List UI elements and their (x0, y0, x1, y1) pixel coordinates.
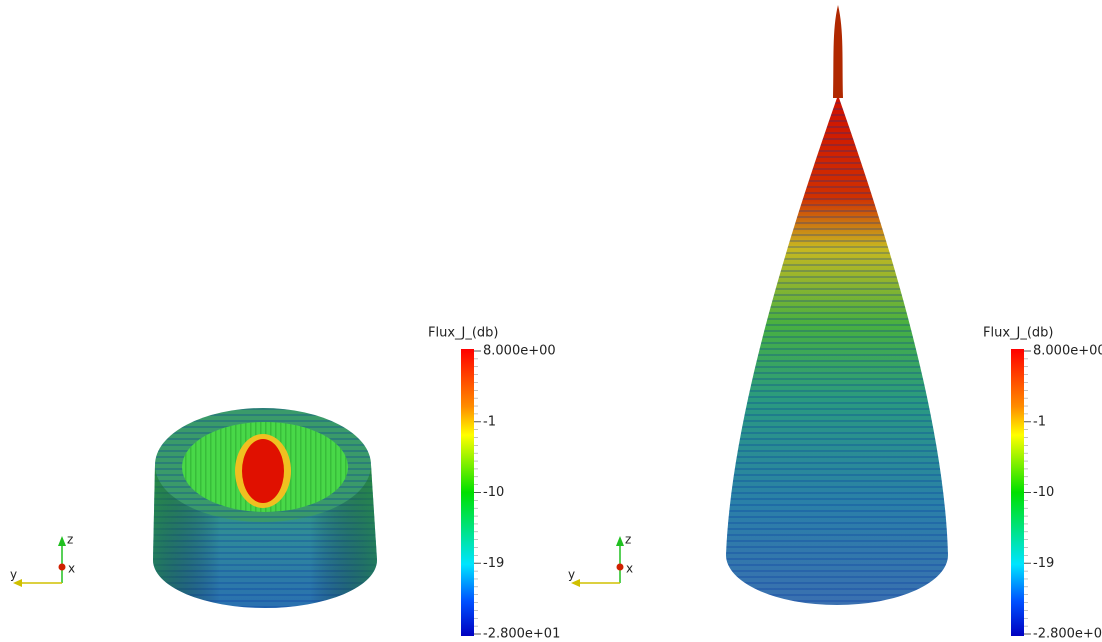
colorbar-tick-label: 8.000e+00 (1033, 344, 1102, 359)
axis-label: x (626, 562, 633, 576)
colorbar-tick-label: -10 (483, 485, 504, 500)
cone-model (726, 5, 948, 605)
colorbar-tick-label: -1 (483, 414, 496, 429)
colorbar-title: Flux_J_(db) (428, 326, 499, 341)
axis-label: y (10, 568, 17, 582)
colorbar-tick-label: -1 (1033, 414, 1046, 429)
axis-label: z (67, 533, 73, 547)
colorbar-tick-label: -2.800e+01 (1033, 627, 1102, 642)
colorbar-tick-label: -2.800e+01 (483, 627, 560, 642)
axis-label: y (568, 568, 575, 582)
axis-label: z (625, 533, 631, 547)
axis-label: x (68, 562, 75, 576)
colorbar-tick-label: -10 (1033, 485, 1054, 500)
bowl-model (153, 408, 377, 608)
colorbar (461, 349, 474, 636)
colorbar (1011, 349, 1024, 636)
colorbar-tick-label: -19 (483, 556, 504, 571)
colorbar-tick-label: -19 (1033, 556, 1054, 571)
colorbar-tick-label: 8.000e+00 (483, 344, 556, 359)
colorbar-title: Flux_J_(db) (983, 326, 1054, 341)
axes-triad (13, 536, 624, 587)
